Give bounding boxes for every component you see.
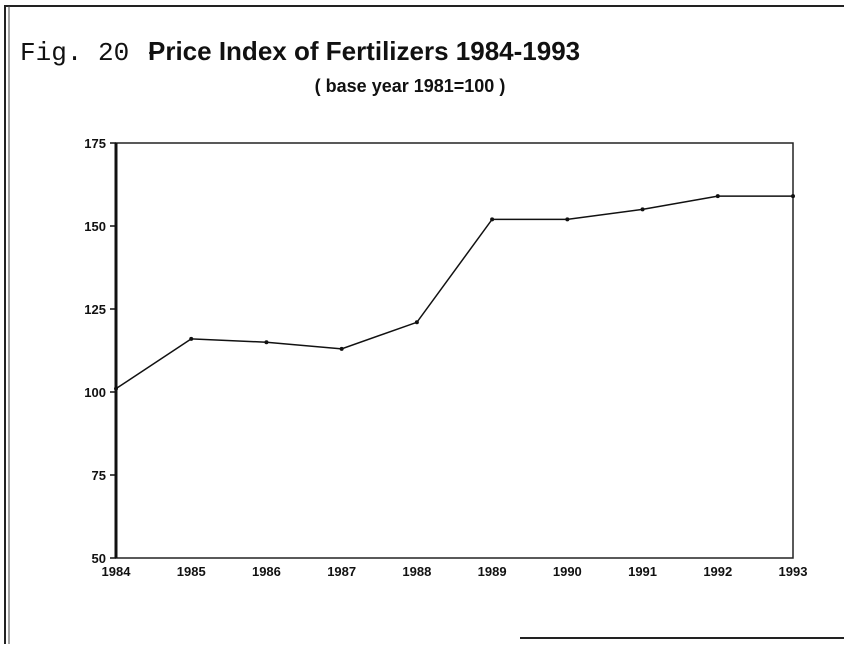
x-tick-label: 1988 — [402, 564, 431, 579]
x-tick-label: 1984 — [102, 564, 132, 579]
series-line — [115, 195, 793, 390]
data-point — [264, 340, 269, 345]
data-point — [490, 217, 495, 222]
chart-title: Price Index of Fertilizers 1984-1993 — [148, 36, 580, 66]
y-tick-label: 50 — [92, 551, 106, 566]
y-tick-label: 125 — [84, 302, 106, 317]
data-point — [114, 386, 118, 391]
y-tick-label: 100 — [84, 385, 106, 400]
y-tick-label: 175 — [84, 136, 106, 151]
data-point — [189, 336, 194, 341]
y-tick-label: 75 — [92, 468, 106, 483]
data-point — [414, 320, 419, 325]
x-tick-label: 1989 — [478, 564, 507, 579]
data-point — [715, 194, 720, 199]
x-tick-label: 1985 — [177, 564, 206, 579]
x-tick-label: 1993 — [779, 564, 808, 579]
data-point — [339, 346, 344, 351]
data-point — [640, 207, 645, 212]
x-tick-label: 1987 — [327, 564, 356, 579]
x-tick-label: 1986 — [252, 564, 281, 579]
data-point — [565, 217, 570, 222]
data-point — [791, 194, 795, 199]
x-tick-label: 1990 — [553, 564, 582, 579]
chart-subtitle: ( base year 1981=100 ) — [315, 76, 506, 96]
x-tick-label: 1991 — [628, 564, 657, 579]
figure-label: Fig. 20 - — [20, 38, 160, 68]
x-tick-label: 1992 — [703, 564, 732, 579]
y-tick-label: 150 — [84, 219, 106, 234]
